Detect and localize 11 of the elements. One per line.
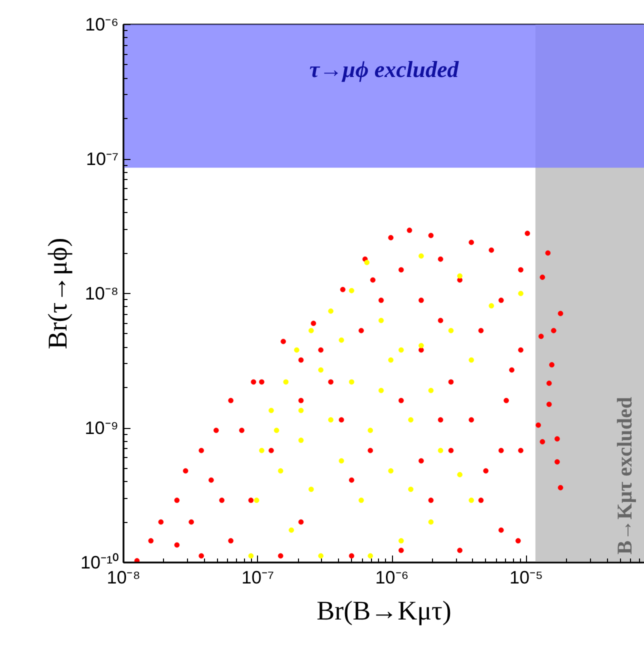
band-label: τ→μϕ excluded — [309, 57, 460, 82]
x-tick-label: 10⁻⁷ — [241, 568, 274, 588]
x-tick-label: 10⁻⁶ — [375, 568, 409, 588]
y-tick-label: 10⁻⁸ — [84, 284, 119, 304]
y-axis-title: Br(τ→μϕ) — [42, 238, 72, 350]
x-axis-title: Br(B→Kμτ) — [316, 596, 452, 626]
y-tick-label: 10⁻⁶ — [85, 14, 119, 34]
y-tick-label: 10⁻⁷ — [86, 149, 119, 169]
y-tick-label: 10⁻⁹ — [84, 418, 119, 438]
band-label: B→Kμτ excluded — [612, 396, 636, 554]
x-tick-label: 10⁻⁵ — [510, 568, 543, 588]
